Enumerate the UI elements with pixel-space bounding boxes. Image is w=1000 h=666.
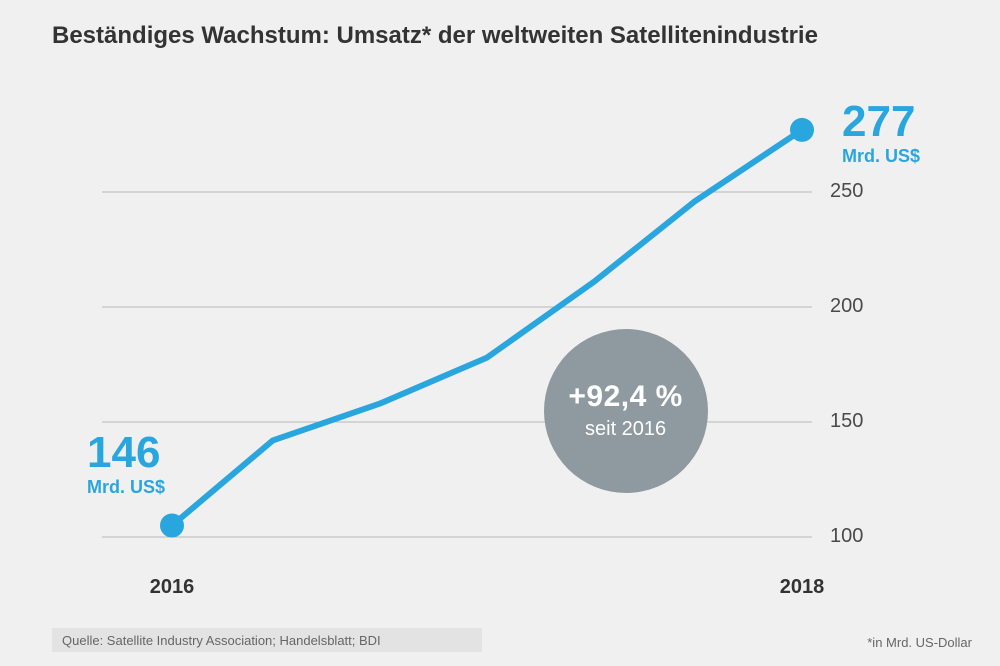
y-tick-label: 150 [830,410,863,433]
callout-end: 277 Mrd. US$ [842,100,920,167]
growth-badge-sub: seit 2016 [585,418,666,441]
x-tick-label: 2016 [150,576,195,599]
y-tick-label: 200 [830,295,863,318]
callout-end-value: 277 [842,100,920,144]
chart-title: Beständiges Wachstum: Umsatz* der weltwe… [52,22,818,50]
footnote: *in Mrd. US-Dollar [867,635,972,650]
callout-start: 146 Mrd. US$ [87,431,165,498]
source-bar: Quelle: Satellite Industry Association; … [52,628,482,652]
callout-start-value: 146 [87,431,165,475]
x-tick-label: 2018 [780,576,825,599]
chart-area [52,70,862,600]
y-tick-label: 250 [830,180,863,203]
y-tick-label: 100 [830,525,863,548]
callout-end-unit: Mrd. US$ [842,146,920,167]
growth-badge: +92,4 % seit 2016 [544,329,708,493]
callout-start-unit: Mrd. US$ [87,477,165,498]
growth-badge-value: +92,4 % [568,380,682,414]
line-chart-svg [52,70,862,600]
